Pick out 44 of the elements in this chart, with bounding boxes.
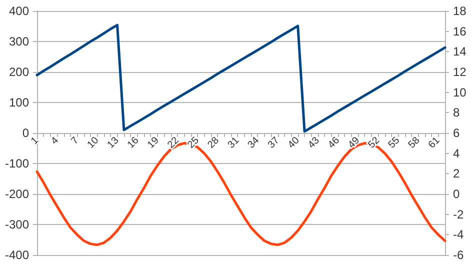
x-tick-label: 46 <box>326 134 342 151</box>
y2-tick-label: -6 <box>453 248 464 262</box>
y2-tick-label: 8 <box>453 106 460 120</box>
y2-tick-label: 10 <box>453 85 467 100</box>
y-tick-label: -400 <box>4 248 30 262</box>
y-tick-label: -100 <box>4 156 30 170</box>
y-tick-label: 300 <box>8 34 30 48</box>
y2-tick-label: 18 <box>453 4 467 18</box>
y2-tick-label: -4 <box>453 228 464 242</box>
x-tick-label: 19 <box>146 134 162 151</box>
y2-tick-label: 16 <box>453 24 467 38</box>
x-tick-label: 31 <box>226 134 242 151</box>
x-tick-label: 7 <box>69 134 82 147</box>
y2-tick-label: 4 <box>453 146 460 160</box>
x-tick-label: 1 <box>29 134 42 147</box>
y2-tick-label: -2 <box>453 207 464 222</box>
x-tick-label: 40 <box>286 134 302 151</box>
x-tick-label: 58 <box>406 134 422 151</box>
x-tick-label: 43 <box>306 134 322 151</box>
x-tick-label: 34 <box>246 134 262 151</box>
y2-tick-label: 14 <box>453 44 467 59</box>
x-tick-label: 4 <box>49 134 62 147</box>
y2-tick-label: 6 <box>453 126 460 140</box>
x-tick-label: 22 <box>166 134 182 151</box>
x-tick-label: 10 <box>85 134 102 151</box>
y-tick-label: 400 <box>8 4 30 18</box>
x-tick-label: 55 <box>386 134 402 151</box>
y-tick-label: 200 <box>8 65 30 79</box>
x-tick-label: 61 <box>426 134 443 151</box>
x-tick-label: 49 <box>346 134 362 151</box>
x-tick-label: 37 <box>266 134 282 151</box>
y-tick-label: 100 <box>8 96 30 110</box>
y2-tick-label: 12 <box>453 65 467 79</box>
y2-tick-label: 2 <box>453 166 460 181</box>
line-series <box>36 24 446 133</box>
y-tick-label: 0 <box>22 126 30 140</box>
x-tick-label: 13 <box>106 134 122 151</box>
x-tick-label: 25 <box>186 134 202 151</box>
x-tick-label: 16 <box>126 134 142 151</box>
y-tick-label: -200 <box>4 187 30 201</box>
x-tick-label: 28 <box>206 134 222 151</box>
y-tick-label: -300 <box>4 218 30 232</box>
y2-tick-label: 0 <box>453 187 460 201</box>
x-tick-label: 52 <box>366 134 382 151</box>
